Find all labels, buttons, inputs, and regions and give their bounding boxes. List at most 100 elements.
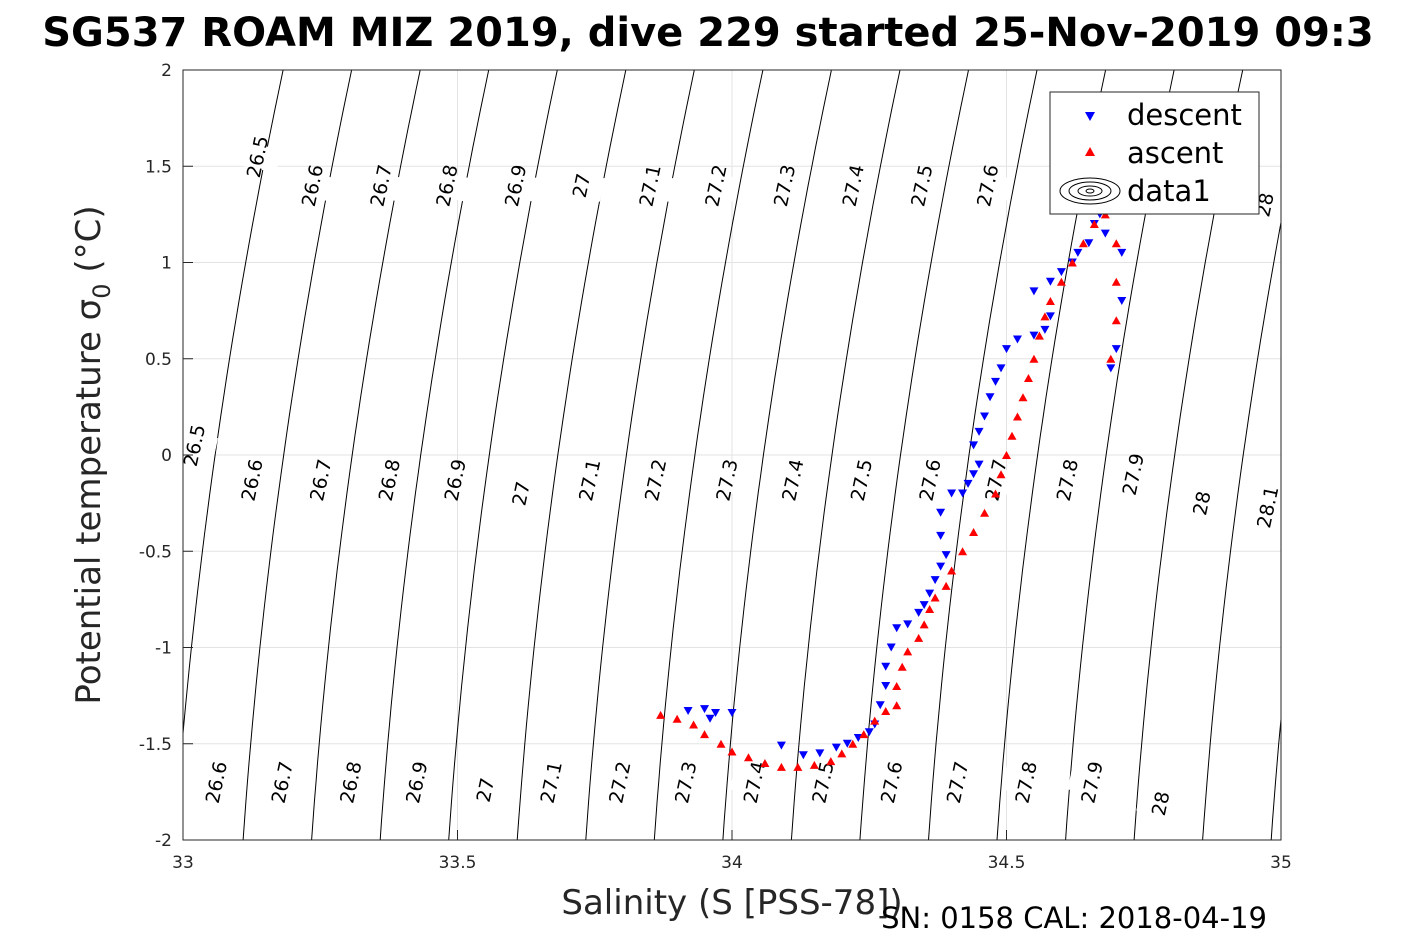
ascent-point bbox=[1089, 220, 1099, 228]
descent-point bbox=[936, 531, 946, 540]
contour-label-bg bbox=[1108, 457, 1157, 491]
ascent-point bbox=[793, 762, 803, 771]
ascent-point bbox=[897, 662, 907, 671]
contour-label-bg bbox=[191, 765, 240, 799]
ascent-point bbox=[1029, 354, 1039, 363]
contour-label-bg bbox=[595, 765, 644, 799]
ascent-point bbox=[848, 739, 858, 748]
ascent-point bbox=[859, 730, 869, 739]
ascent-point bbox=[809, 760, 819, 769]
ascent-point bbox=[980, 508, 990, 517]
isopycnal-27.6 bbox=[928, 70, 1038, 840]
ascent-point bbox=[903, 647, 913, 656]
y-ticks: -2 -1.5 -1 -0.5 0 0.5 1 1.5 2 bbox=[139, 61, 193, 851]
descent-point bbox=[1073, 248, 1083, 257]
descent-point bbox=[947, 489, 957, 498]
contour-label-bg bbox=[798, 765, 847, 799]
contour-label-bg bbox=[1136, 787, 1185, 820]
contour-label-bg bbox=[422, 169, 471, 202]
descent-point bbox=[1045, 312, 1055, 321]
legend-data1-label: data1 bbox=[1127, 174, 1211, 208]
contour-label-bg bbox=[491, 169, 540, 202]
ascent-point bbox=[1040, 312, 1050, 321]
descent-point bbox=[969, 441, 979, 450]
descent-point bbox=[1012, 335, 1022, 344]
contour-label-bg bbox=[661, 765, 710, 799]
ascent-point bbox=[919, 620, 929, 629]
legend-box bbox=[1049, 91, 1260, 215]
contour-label-bg bbox=[326, 765, 375, 799]
y-axis-label: Potential temperature σ0 (°C) bbox=[69, 205, 116, 704]
legend-descent-label: descent bbox=[1127, 98, 1242, 132]
contour-label-bg bbox=[1067, 765, 1116, 799]
y-tick-label: 1 bbox=[161, 254, 172, 274]
contour-label-bg bbox=[691, 169, 740, 202]
ascent-point bbox=[760, 759, 770, 767]
contour-label-bg bbox=[496, 477, 545, 510]
descent-point bbox=[925, 589, 935, 598]
contour-label-bg bbox=[392, 765, 441, 799]
y-tick-label: 1.5 bbox=[145, 157, 172, 177]
ascent-point bbox=[925, 605, 935, 613]
contour-label-bg bbox=[760, 169, 809, 202]
contour-label-bg bbox=[1243, 490, 1292, 524]
ascent-point bbox=[727, 747, 737, 756]
descent-point bbox=[1002, 345, 1011, 354]
ascent-point bbox=[672, 714, 682, 723]
contour-label-bg bbox=[1042, 463, 1091, 497]
y-tick-label: -2 bbox=[155, 831, 172, 851]
descent-point bbox=[776, 741, 786, 750]
contour-label-bg bbox=[828, 169, 877, 202]
ascent-point bbox=[991, 489, 1001, 498]
descent-point bbox=[1084, 239, 1094, 248]
contour-label-bg bbox=[1177, 486, 1226, 520]
descent-point bbox=[903, 620, 913, 629]
contour-label-bg bbox=[233, 140, 282, 173]
ascent-point bbox=[870, 716, 880, 725]
contour-label: 27 bbox=[473, 776, 500, 804]
legend-ascent-marker bbox=[1085, 147, 1095, 156]
x-tick-label: 33.5 bbox=[439, 853, 477, 873]
descent-point bbox=[958, 489, 968, 498]
ascent-point bbox=[947, 566, 957, 575]
ascent-point bbox=[1018, 393, 1028, 402]
descent-point bbox=[1117, 297, 1127, 305]
ascent-point bbox=[881, 707, 891, 716]
contour-label-bg bbox=[905, 463, 954, 497]
ascent-point bbox=[826, 757, 836, 766]
descent-point bbox=[881, 662, 891, 671]
descent-point bbox=[1111, 345, 1121, 354]
descent-point bbox=[881, 682, 891, 690]
contour-label-bg bbox=[625, 169, 674, 202]
ascent-point bbox=[914, 633, 924, 642]
descent-point bbox=[683, 707, 693, 716]
descent-point bbox=[996, 364, 1006, 373]
contour-label-bg bbox=[631, 463, 680, 497]
contour-label: 28 bbox=[1148, 790, 1175, 818]
descent-point bbox=[963, 479, 973, 488]
descent-point bbox=[864, 728, 874, 737]
descent-point bbox=[974, 460, 984, 469]
y-axis-label-group: Potential temperature σ0 (°C) bbox=[69, 205, 116, 704]
contour-label-bg bbox=[565, 463, 614, 497]
ascent-point bbox=[743, 753, 753, 762]
contour-label-bg bbox=[897, 169, 946, 202]
contour-label-bg bbox=[460, 773, 509, 807]
y-axis-label-unit: (°C) bbox=[69, 205, 109, 283]
ascent-point bbox=[837, 749, 847, 758]
ascent-point bbox=[1034, 331, 1044, 340]
ascent-point bbox=[1111, 277, 1121, 286]
ascent-point bbox=[958, 547, 968, 556]
ascent-point bbox=[930, 593, 940, 602]
legend-descent-marker bbox=[1085, 112, 1095, 121]
descent-point bbox=[1106, 364, 1116, 373]
ascent-point bbox=[996, 470, 1006, 479]
ascent-point bbox=[1007, 431, 1017, 440]
contour-label-bg bbox=[702, 463, 751, 497]
descent-point bbox=[1040, 325, 1050, 334]
isopycnal-26.5 bbox=[183, 70, 284, 740]
descent-point bbox=[969, 470, 979, 479]
data-points bbox=[656, 210, 1127, 771]
contour-label-bg bbox=[288, 169, 337, 202]
